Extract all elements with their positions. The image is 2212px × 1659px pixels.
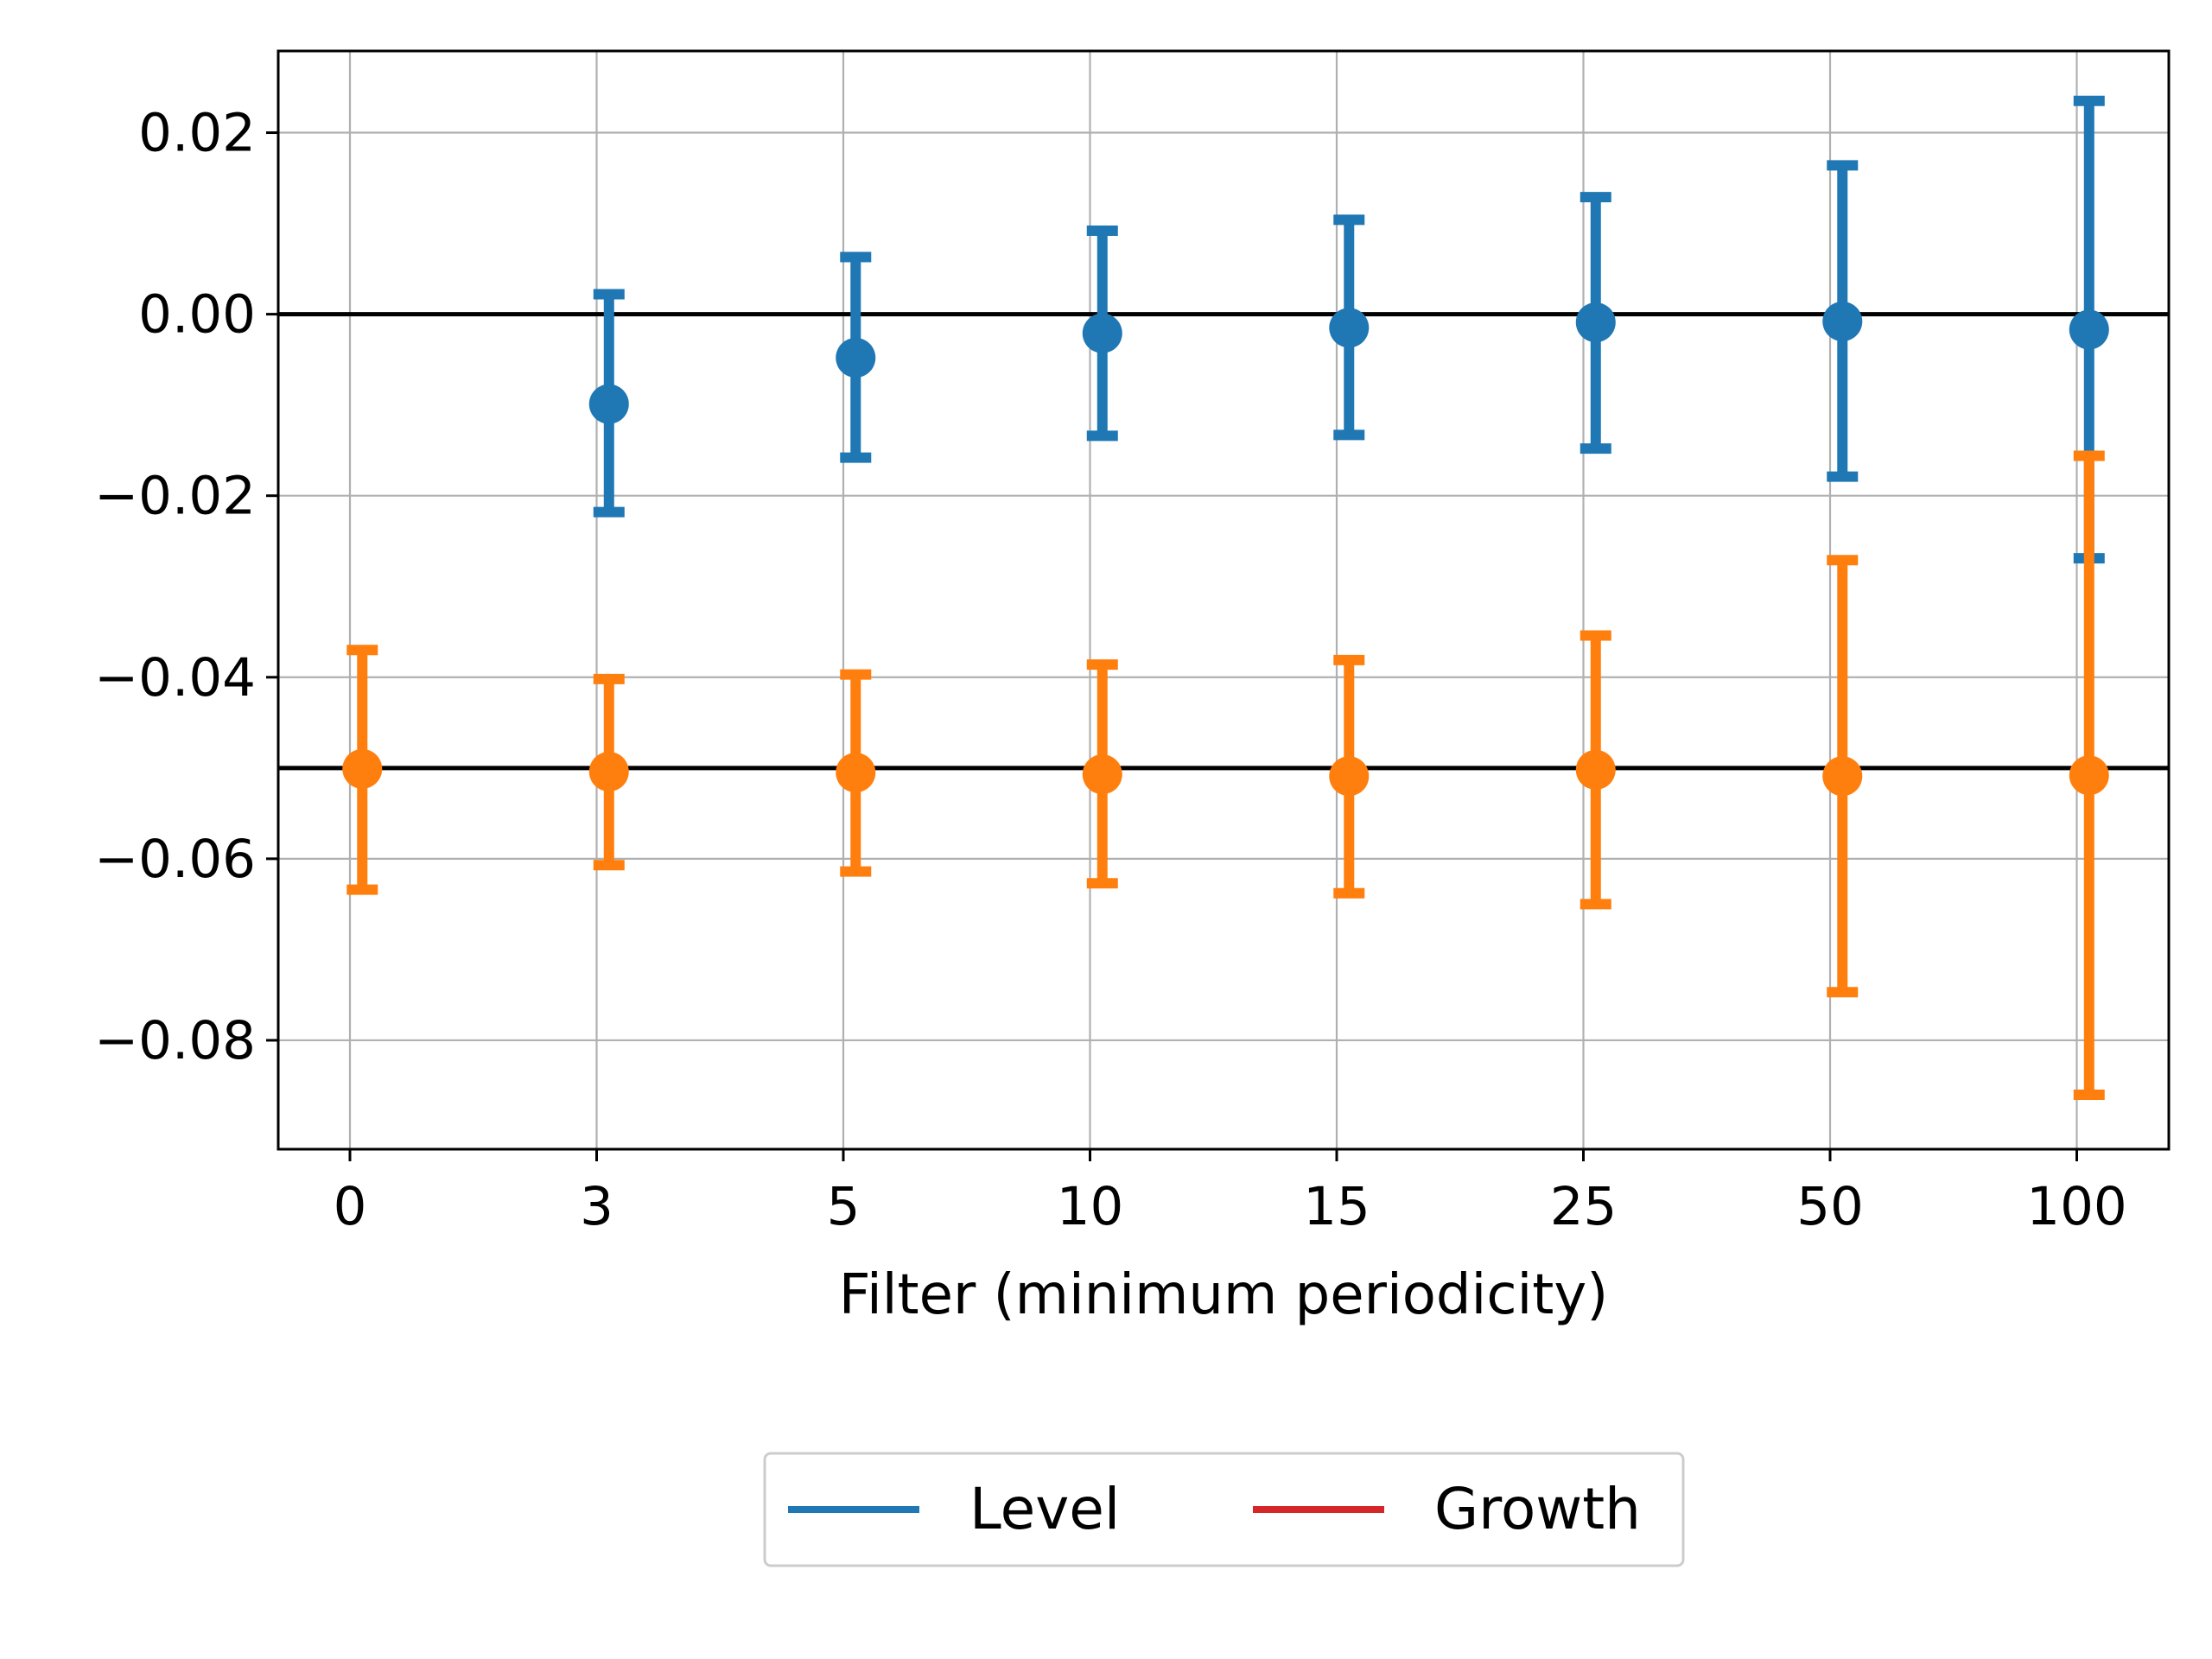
data-point — [342, 748, 383, 789]
y-tick-label: −0.04 — [94, 647, 256, 709]
data-point — [1082, 754, 1122, 795]
data-point — [836, 338, 876, 378]
data-point — [836, 753, 876, 793]
y-tick-label: −0.06 — [94, 829, 256, 890]
x-tick-label: 100 — [2026, 1176, 2126, 1237]
data-point — [2069, 309, 2109, 350]
x-tick-label: 10 — [1057, 1176, 1124, 1237]
data-marks — [342, 95, 2109, 1100]
data-point — [2069, 755, 2109, 796]
axes: 0 3 5 10 15 25 50 100 0.02 0.00 −0.02 −0.04 −0.06 −0.… — [94, 103, 2127, 1237]
data-point — [1575, 749, 1616, 790]
y-tick-label: 0.02 — [138, 103, 256, 164]
x-tick-label: 5 — [827, 1176, 861, 1237]
data-point — [1329, 308, 1370, 348]
x-tick-label: 3 — [580, 1176, 613, 1237]
y-tick-label: 0.00 — [138, 284, 256, 346]
data-point — [1082, 313, 1122, 353]
data-point — [1329, 756, 1370, 797]
data-point — [588, 384, 629, 424]
x-axis-label: Filter (minimum periodicity) — [839, 1263, 1608, 1327]
plot-frame — [276, 49, 2171, 1151]
y-tick-label: −0.02 — [94, 466, 256, 527]
data-point — [1822, 302, 1863, 342]
x-tick-label: 0 — [334, 1176, 367, 1237]
legend-label-level: Level — [969, 1476, 1120, 1542]
legend-box — [763, 1452, 1685, 1567]
y-tick-label: −0.08 — [94, 1010, 256, 1071]
x-tick-label: 15 — [1303, 1176, 1370, 1237]
data-point — [1575, 302, 1616, 343]
data-point — [588, 752, 629, 792]
data-point — [1822, 756, 1863, 797]
x-tick-label: 25 — [1550, 1176, 1618, 1237]
x-tick-label: 50 — [1796, 1176, 1864, 1237]
legend-label-growth: Growth — [1434, 1476, 1641, 1542]
legend: Level Growth — [763, 1452, 1685, 1567]
